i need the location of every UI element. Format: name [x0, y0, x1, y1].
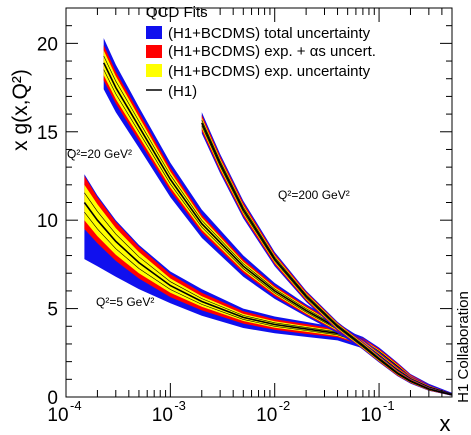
x-axis-label: x — [440, 411, 451, 435]
x-tick-exponent: -3 — [174, 398, 186, 413]
collaboration-label: H1 Collaboration — [455, 291, 471, 403]
legend-swatch-total — [146, 26, 162, 39]
band-total-1 — [103, 38, 452, 396]
legend-label-h1: (H1) — [168, 83, 197, 100]
x-tick-exponent: -1 — [383, 398, 395, 413]
band-exp-alphas-1 — [103, 45, 452, 396]
legend-swatch-exp-alphas — [146, 45, 162, 58]
legend-label-total: (H1+BCDMS) total uncertainty — [168, 25, 371, 42]
annotation-q2-200: Q²=200 GeV² — [278, 188, 350, 202]
line-upper-2 — [201, 119, 453, 395]
x-tick-exponent: -4 — [70, 398, 82, 413]
annotation-q2-20: Q²=20 GeV² — [67, 147, 132, 161]
central-line-1 — [102, 62, 453, 396]
legend-swatch-exp — [146, 64, 162, 77]
y-tick-label: 10 — [37, 211, 58, 232]
x-tick-label: 10 — [256, 405, 277, 426]
line-lower-2 — [201, 125, 453, 396]
annotation-q2-5: Q²=5 GeV² — [96, 295, 154, 309]
y-tick-label: 15 — [37, 123, 58, 144]
y-tick-label: 5 — [47, 300, 58, 321]
y-axis-label: x g(x,Q²) — [9, 69, 32, 151]
band-exp-1 — [103, 50, 452, 395]
x-tick-label: 10 — [152, 405, 173, 426]
y-tick-label: 20 — [37, 34, 58, 55]
y-tick-label: 0 — [47, 388, 58, 409]
bands-layer — [83, 38, 453, 396]
line-upper-1 — [103, 55, 453, 395]
line-lower-1 — [103, 69, 453, 395]
x-tick-exponent: -2 — [279, 398, 291, 413]
line-upper-0 — [84, 192, 453, 395]
legend-label-exp-alphas: (H1+BCDMS) exp. + αs uncert. — [168, 43, 376, 60]
legend-label-exp: (H1+BCDMS) exp. uncertainty — [168, 63, 371, 80]
x-tick-label: 10 — [360, 405, 381, 426]
legend: QCD Fits (H1+BCDMS) total uncertainty (H… — [146, 4, 376, 100]
x-tick-label: 10 — [47, 405, 68, 426]
legend-title: QCD Fits — [146, 4, 208, 21]
central-line-2 — [201, 122, 453, 396]
